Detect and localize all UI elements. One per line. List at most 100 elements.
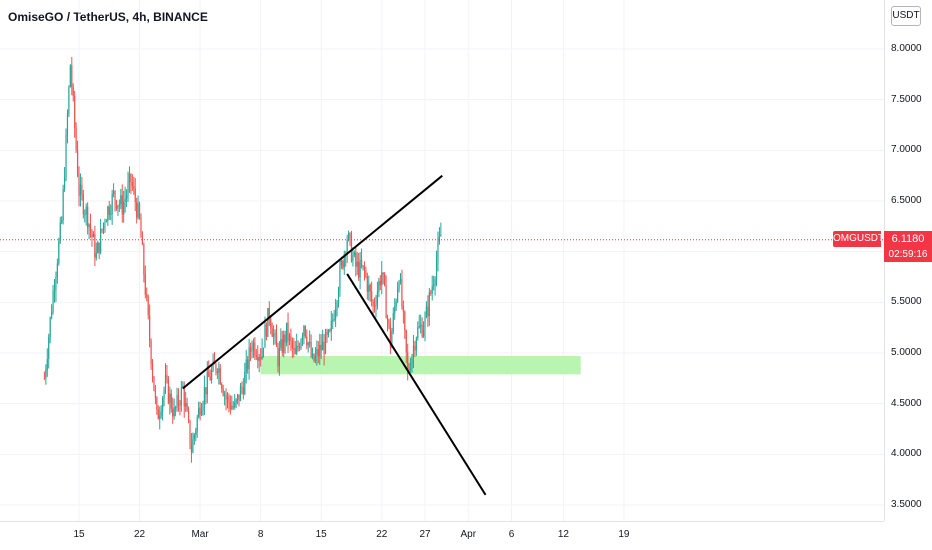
candle-body [392,313,394,332]
candle-body [193,434,195,440]
candle-body [431,286,433,294]
candle-body [236,394,239,400]
candle-body [402,306,404,312]
candle-body [371,291,373,302]
candle-body [202,404,204,411]
candle-body [438,236,441,242]
candle-body [311,353,314,357]
candle-body [309,342,311,344]
candle-body [349,233,351,237]
candle-body [163,389,165,399]
candle-body [388,319,390,326]
candle-body [270,318,272,329]
candle-body [335,308,337,319]
candle-body [293,348,295,350]
candle-body [185,403,187,407]
candle-body [365,270,367,277]
candle-body [45,369,47,379]
candle-body [412,345,415,357]
candle-body [53,290,56,292]
candle-body [131,182,133,187]
candle-body [277,346,279,367]
candle-body [353,252,355,255]
candle-body [177,395,180,405]
candle-body [68,86,70,115]
candle-body [55,277,57,291]
candle-body [265,324,268,337]
candle-body [162,398,164,412]
candle-body [330,320,332,332]
time-tick-label: 12 [557,529,569,540]
candle-body [284,334,286,343]
candle-body [215,364,217,372]
currency-button[interactable]: USDT [891,6,921,26]
candle-body [180,387,182,406]
candle-body [422,329,425,337]
candle-body [211,370,213,381]
candle-body [200,410,203,415]
candle-body [306,336,308,346]
candle-body [433,285,435,287]
candle-body [288,335,291,342]
candle-body [160,411,162,416]
candle-body [101,229,103,231]
candle-body [271,328,273,337]
bar-countdown-label: 02:59:16 [884,246,932,262]
candle-body [51,312,53,318]
candle-body [76,149,79,176]
candle-body [199,407,201,415]
candle-body [275,332,278,347]
candle-body [339,265,341,291]
candle-body [206,371,208,395]
candle-body [58,241,60,264]
candle-body [111,193,113,214]
candle-body [149,315,151,341]
trendline[interactable] [346,273,487,496]
price-tick-label: 7.0000 [891,144,922,156]
time-tick-label: 22 [376,529,388,540]
time-axis[interactable] [0,521,884,550]
candle-body [52,290,54,313]
candle-body [251,350,253,352]
candle-body [389,325,391,348]
candle-body [424,317,426,330]
candle-body [151,363,154,377]
candle-body [156,397,158,410]
candle-body [409,368,412,370]
candle-body [384,274,386,285]
price-tick-label: 5.0000 [891,347,922,358]
trendline[interactable] [182,174,443,390]
candle-body [352,254,354,262]
candle-body [417,327,419,339]
candle-body [298,346,301,349]
candle-body [133,186,135,189]
candle-body [252,342,255,351]
price-tick-label: 4.0000 [891,448,922,460]
candle-body [87,206,89,228]
symbol-badge: OMGUSDT [833,230,884,247]
candle-body [59,222,61,242]
trendlines[interactable] [182,174,487,496]
candle-body [173,407,175,417]
candle-body [372,301,374,306]
support-zones [260,356,581,375]
candle-body [208,371,210,377]
candle-body [336,302,338,309]
candle-body [411,356,413,369]
candle-body [79,184,82,196]
candle-body [320,344,322,351]
candle-body [358,261,360,278]
candle-body [301,335,304,341]
candle-body [203,387,206,405]
candle-body [434,279,436,286]
candle-body [130,174,132,183]
chart-title: OmiseGO / TetherUS, 4h, BINANCE [8,10,208,24]
candle-body [368,285,370,292]
chart-plot-area[interactable] [0,0,884,521]
candle-body [274,332,276,334]
candle-body [281,339,283,353]
candle-body [110,213,112,215]
candle-body [342,260,344,268]
candle-body [82,193,84,215]
candle-body [249,347,252,352]
